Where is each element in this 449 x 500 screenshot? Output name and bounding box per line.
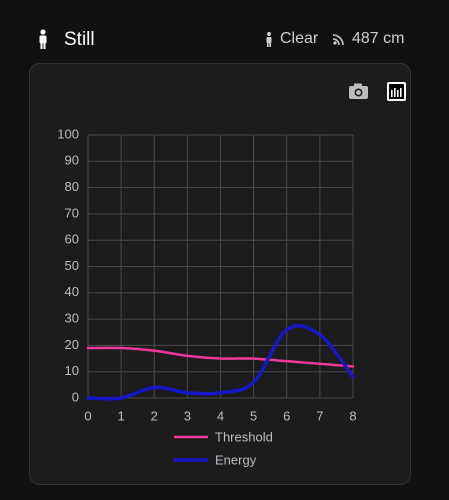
person-icon: [39, 29, 47, 49]
x-tick-label: 8: [349, 408, 356, 423]
x-tick-label: 3: [184, 408, 191, 423]
series-line: [86, 323, 355, 401]
state-text: Still: [64, 29, 95, 50]
camera-button[interactable]: [349, 83, 368, 100]
legend-label: Threshold: [215, 429, 273, 444]
x-tick-label: 0: [84, 408, 91, 423]
y-tick-label: 60: [65, 232, 79, 247]
y-tick-label: 0: [72, 389, 79, 404]
x-tick-label: 4: [217, 408, 224, 423]
legend-label: Energy: [215, 452, 257, 467]
chart: 0 10 20 30 40 50 60 70 80 90 100 0 1 2 3 4 5 6 7 8 Threshold…: [57, 126, 356, 467]
series-line: [86, 346, 355, 368]
x-tick-label: 6: [283, 408, 290, 423]
y-tick-label: 70: [65, 205, 79, 220]
y-tick-label: 80: [65, 179, 79, 194]
x-tick-label: 5: [250, 408, 257, 423]
distance-icon: [332, 34, 344, 46]
distance-text: 487 cm: [352, 30, 404, 47]
y-tick-label: 50: [65, 258, 79, 273]
y-tick-label: 30: [65, 311, 79, 326]
x-tick-label: 1: [118, 408, 125, 423]
presence-text: Clear: [280, 30, 319, 47]
y-tick-label: 100: [57, 126, 79, 141]
y-tick-label: 20: [65, 337, 79, 352]
plot-logo-button[interactable]: [387, 82, 406, 101]
y-tick-label: 90: [65, 153, 79, 168]
y-tick-label: 10: [65, 363, 79, 378]
y-tick-label: 40: [65, 284, 79, 299]
x-tick-label: 7: [316, 408, 323, 423]
x-tick-label: 2: [151, 408, 158, 423]
presence-icon: [266, 32, 272, 47]
